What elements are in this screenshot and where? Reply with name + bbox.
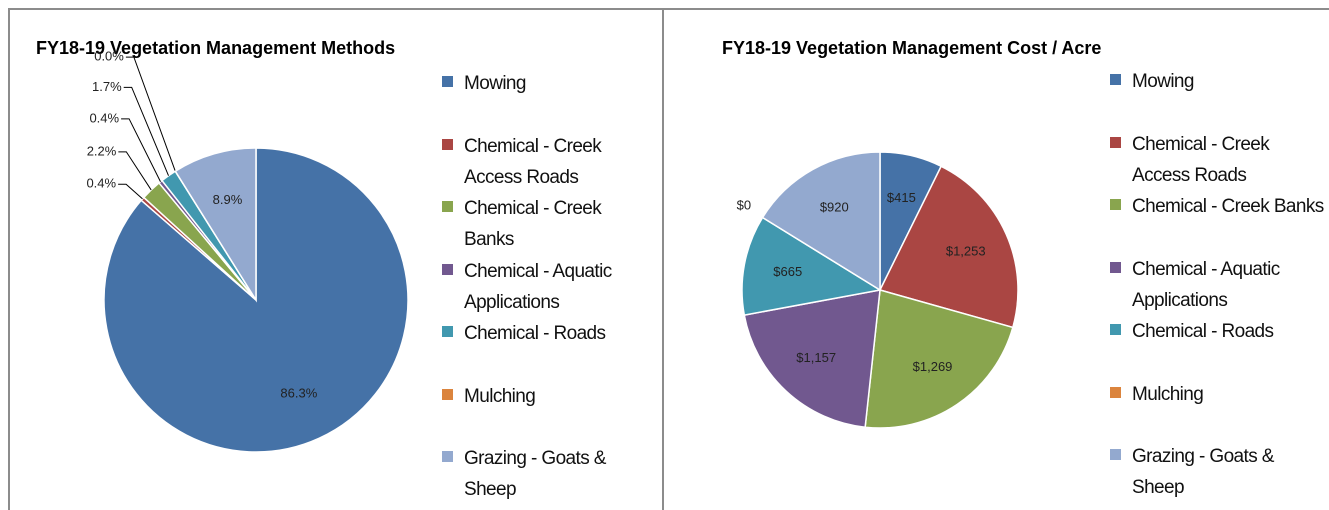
legend-label: Chemical - Creek Banks (1132, 196, 1324, 217)
data-label: $0 (737, 197, 751, 212)
data-label: 86.3% (280, 385, 317, 400)
data-label: $920 (820, 199, 849, 214)
legend-label: Grazing - Goats & Sheep (464, 448, 606, 500)
data-label: $665 (773, 264, 802, 279)
chart-title: FY18-19 Vegetation Management Methods (36, 38, 396, 58)
pie-slice (741, 216, 883, 316)
legend-label: Chemical - Aquatic Applications (1132, 258, 1280, 311)
data-label: 8.9% (213, 192, 243, 207)
legend-item: Chemical - Aquatic Applications (442, 256, 642, 318)
legend-item: Mulching (1110, 379, 1325, 410)
data-label: $1,157 (796, 350, 836, 365)
leader-line (123, 86, 169, 176)
legend-item: Chemical - Aquatic Applications (1110, 254, 1325, 316)
pie-chart: $415 $1,253 $1,269 $1,157 $665 $0 $920 (737, 151, 1019, 429)
pie-slice (761, 151, 881, 292)
legend-swatch (442, 138, 453, 150)
legend-item: Chemical - Creek Banks (442, 193, 642, 255)
legend-item: Chemical - Creek Access Roads (442, 131, 642, 193)
legend-label: Chemical - Creek Access Roads (1132, 133, 1270, 186)
pie-chart: 86.3% 0.4% 2.2% 0.4% 1.7% 0.0% 8.9% (86, 49, 409, 453)
legend-item: Grazing - Goats & Sheep (1110, 441, 1325, 503)
legend-label: Chemical - Roads (1132, 321, 1274, 342)
chart-panel: FY18-19 Vegetation Management Cost / Acr… (662, 8, 1329, 510)
legend-swatch (442, 201, 453, 212)
legend-swatch (1110, 199, 1121, 210)
pie-slice (864, 289, 1014, 429)
legend-swatch (442, 451, 453, 462)
legend-label: Grazing - Goats & Sheep (1132, 446, 1274, 498)
leader-line (121, 118, 161, 182)
legend-swatch (1110, 449, 1121, 460)
pie-slice (174, 147, 257, 303)
legend-swatch (1110, 136, 1121, 148)
leader-line (118, 151, 152, 191)
legend-item: Chemical - Creek Access Roads (1110, 129, 1325, 191)
legend-item: Mowing (1110, 66, 1325, 97)
legend-label: Mulching (464, 385, 536, 407)
data-label: $415 (887, 190, 916, 205)
legend-swatch (1110, 324, 1121, 335)
legend-swatch (442, 263, 453, 275)
chart-panel: FY18-19 Vegetation Management Methods 86… (8, 8, 664, 510)
legend-swatch (1110, 386, 1121, 398)
legend-item: Chemical - Roads (1110, 316, 1325, 347)
legend-label: Chemical - Creek Access Roads (464, 135, 602, 188)
leader-line (125, 56, 176, 172)
legend-item: Mulching (442, 381, 642, 412)
legend-swatch (442, 388, 453, 400)
leader-line (118, 183, 143, 200)
legend-label: Chemical - Creek Banks (464, 198, 602, 250)
legend-item: Mowing (442, 68, 642, 99)
legend-label: Chemical - Aquatic Applications (464, 260, 612, 313)
data-label: 0.4% (86, 176, 116, 191)
legend-label: Mowing (1132, 71, 1194, 92)
legend-item: Chemical - Creek Banks (1110, 191, 1325, 222)
chart-title: FY18-19 Vegetation Management Cost / Acr… (722, 38, 1102, 58)
legend-swatch (1110, 261, 1121, 273)
data-label: 2.2% (87, 143, 117, 158)
data-label: 0.0% (94, 49, 124, 64)
data-label: $1,253 (946, 243, 986, 258)
legend-item: Chemical - Roads (442, 318, 642, 349)
data-label: 0.4% (89, 110, 119, 125)
legend-swatch (1110, 74, 1121, 85)
data-label: 1.7% (92, 79, 122, 94)
data-label: $1,269 (913, 359, 953, 374)
legend-label: Chemical - Roads (464, 323, 606, 344)
pie-slice (743, 289, 881, 429)
legend-item: Grazing - Goats & Sheep (442, 443, 642, 505)
legend-swatch (442, 76, 453, 87)
legend-label: Mowing (464, 73, 526, 94)
legend-label: Mulching (1132, 383, 1204, 405)
pie-slice (878, 165, 1019, 329)
legend-swatch (442, 326, 453, 337)
